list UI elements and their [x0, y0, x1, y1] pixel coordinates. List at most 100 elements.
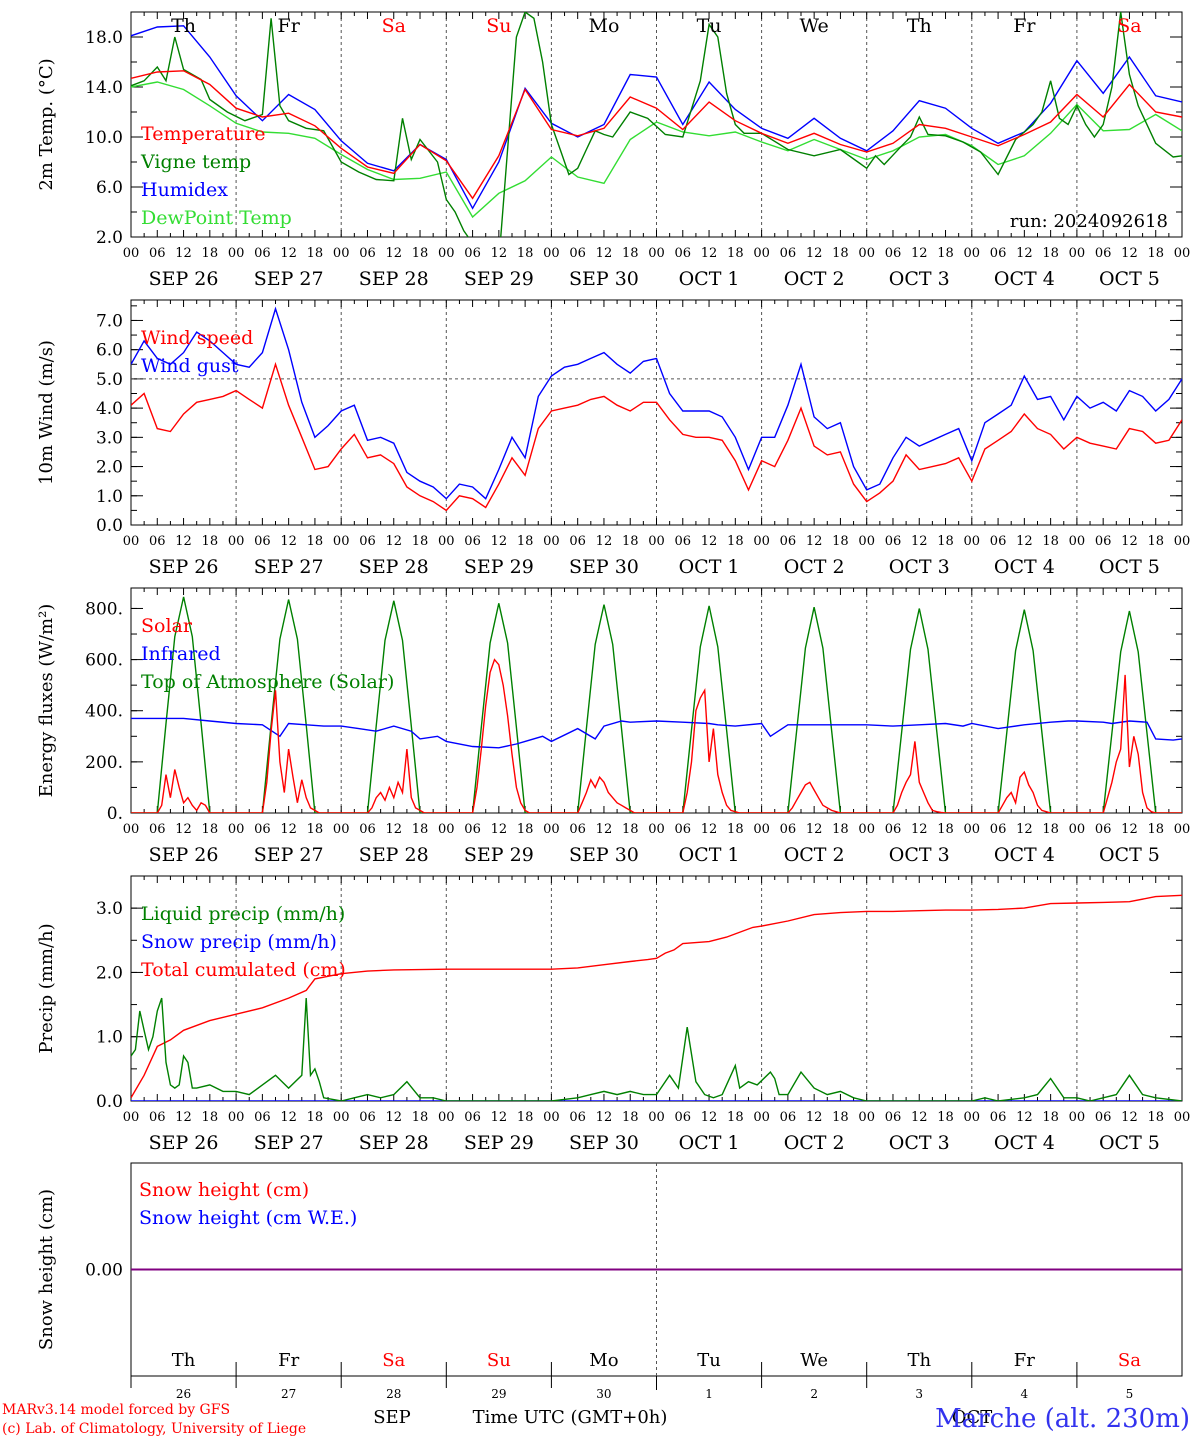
hour-tick-label: 12	[596, 534, 613, 549]
hour-tick-label: 12	[385, 246, 402, 261]
hour-tick-label: 06	[254, 822, 271, 837]
day-date-label: OCT 4	[994, 268, 1055, 290]
day-date-label: OCT 5	[1099, 1132, 1160, 1154]
credit-line-1: MARv3.14 model forced by GFS	[2, 1402, 230, 1418]
hour-tick-label: 06	[675, 822, 692, 837]
hour-tick-label: 12	[1016, 534, 1033, 549]
y-tick-label: 10.0	[85, 128, 123, 148]
hour-tick-label: 18	[622, 822, 639, 837]
hour-tick-label: 06	[254, 246, 271, 261]
day-date-label: SEP 29	[464, 556, 534, 578]
hour-tick-label: 00	[753, 822, 770, 837]
hour-tick-label: 12	[806, 1110, 823, 1125]
day-date-label: SEP 30	[569, 1132, 639, 1154]
day-date-label: SEP 27	[254, 268, 324, 290]
hour-tick-label: 00	[964, 246, 981, 261]
day-name-label: We	[800, 15, 829, 37]
day-date-label: OCT 3	[889, 556, 950, 578]
chart-panel-5: 0.00 Snow height (cm) Snow height (cm) Snow…	[36, 1162, 1183, 1401]
hour-tick-label: 00	[1174, 822, 1191, 837]
y-tick-label: 1.0	[96, 1028, 123, 1048]
hour-tick-label: 12	[1016, 822, 1033, 837]
hour-tick-label: 06	[254, 534, 271, 549]
hour-tick-label: 12	[175, 822, 192, 837]
hour-tick-label: 06	[990, 1110, 1007, 1125]
hour-tick-label: 00	[123, 822, 140, 837]
y-axis-label: Precip (mm/h)	[36, 923, 57, 1053]
hour-tick-label: 00	[123, 1110, 140, 1125]
legend-entry-3: Top of Atmosphere (Solar)	[141, 671, 394, 693]
hour-tick-label: 12	[701, 822, 718, 837]
hour-tick-label: 00	[753, 246, 770, 261]
hour-tick-label: 18	[727, 822, 744, 837]
y-tick-label: 400.	[85, 702, 123, 722]
hour-tick-label: 00	[1174, 1110, 1191, 1125]
y-tick-label: 6.0	[96, 341, 123, 361]
hour-tick-label: 00	[1069, 534, 1086, 549]
month-label-oct: OCT	[952, 1407, 993, 1428]
hour-tick-label: 06	[990, 534, 1007, 549]
hour-tick-label: 00	[123, 246, 140, 261]
chart-panel-4: 00 06 12 18 00 06 12 18 00 06 12 18 00 06 12 18 00 06 12 18…	[36, 875, 1191, 1154]
hour-tick-label: 18	[412, 822, 429, 837]
hour-tick-label: 12	[911, 822, 928, 837]
hour-tick-label: 12	[1121, 534, 1138, 549]
y-tick-label: 800.	[85, 599, 123, 619]
hour-tick-label: 06	[780, 246, 797, 261]
hour-tick-label: 00	[753, 1110, 770, 1125]
hour-tick-label: 06	[149, 534, 166, 549]
hour-tick-label: 12	[280, 246, 297, 261]
hour-tick-label: 00	[648, 1110, 665, 1125]
y-axis-label: 2m Temp. (°C)	[36, 58, 57, 190]
hour-tick-label: 12	[911, 246, 928, 261]
hour-tick-label: 00	[228, 822, 245, 837]
y-tick-label: 2.0	[96, 458, 123, 478]
hour-tick-label: 00	[1174, 246, 1191, 261]
series-line-4	[131, 81, 1182, 219]
hour-tick-label: 18	[307, 1110, 324, 1125]
day-date-label: SEP 26	[149, 268, 219, 290]
chart-panel-1: 00 06 12 18 00 06 12 18 00 06 12 18 00 06 12 18 00 06 12 18…	[36, 11, 1191, 290]
hour-tick-label: 06	[885, 534, 902, 549]
chart-panel-3: 00 06 12 18 00 06 12 18 00 06 12 18 00 06 12 18 00 06 12 18…	[36, 587, 1191, 866]
bottom-day-name: Su	[487, 1350, 511, 1371]
day-date-label: OCT 5	[1099, 844, 1160, 866]
hour-tick-label: 12	[491, 822, 508, 837]
day-date-label: OCT 3	[889, 268, 950, 290]
hour-tick-label: 12	[806, 534, 823, 549]
hour-tick-label: 12	[385, 1110, 402, 1125]
y-tick-label: 3.0	[96, 428, 123, 448]
hour-tick-label: 00	[1069, 246, 1086, 261]
bottom-day-number: 27	[281, 1387, 296, 1401]
hour-tick-label: 00	[438, 822, 455, 837]
y-tick-label: 1.0	[96, 487, 123, 507]
hour-tick-label: 18	[622, 246, 639, 261]
y-tick-label: 0.00	[85, 1261, 123, 1281]
hour-tick-label: 18	[202, 246, 219, 261]
hour-tick-label: 12	[491, 1110, 508, 1125]
hour-tick-label: 18	[1147, 246, 1164, 261]
hour-tick-label: 18	[307, 246, 324, 261]
hour-tick-label: 18	[832, 246, 849, 261]
hour-tick-label: 00	[1069, 822, 1086, 837]
bottom-day-number: 28	[386, 1387, 401, 1401]
hour-tick-label: 12	[701, 534, 718, 549]
hour-tick-label: 00	[858, 1110, 875, 1125]
hour-tick-label: 12	[280, 822, 297, 837]
hour-tick-label: 06	[675, 246, 692, 261]
hour-tick-label: 18	[412, 534, 429, 549]
legend-entry-2: Snow precip (mm/h)	[141, 931, 337, 953]
hour-tick-label: 00	[543, 246, 560, 261]
hour-tick-label: 12	[806, 246, 823, 261]
y-tick-label: 5.0	[96, 370, 123, 390]
day-date-label: SEP 28	[359, 268, 429, 290]
hour-tick-label: 06	[885, 246, 902, 261]
day-date-label: OCT 1	[679, 1132, 740, 1154]
hour-tick-label: 18	[1042, 534, 1059, 549]
hour-tick-label: 18	[1042, 1110, 1059, 1125]
day-date-label: SEP 29	[464, 268, 534, 290]
bottom-day-number: 4	[1021, 1387, 1029, 1401]
hour-tick-label: 12	[385, 534, 402, 549]
hour-tick-label: 12	[806, 822, 823, 837]
series-line-2	[131, 717, 1182, 749]
